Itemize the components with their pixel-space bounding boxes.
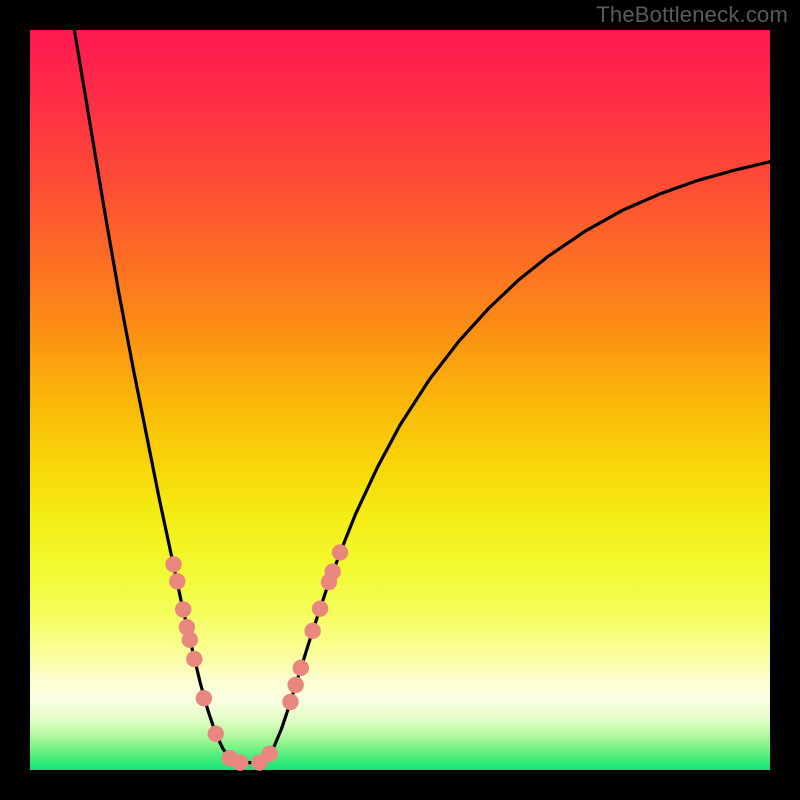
data-marker (293, 660, 309, 676)
chart-root: TheBottleneck.com (0, 0, 800, 800)
data-marker (186, 651, 202, 667)
data-marker (332, 544, 348, 560)
data-marker (175, 601, 191, 617)
data-marker (196, 690, 212, 706)
data-marker (312, 600, 328, 616)
data-marker (182, 632, 198, 648)
data-marker (324, 563, 340, 579)
data-marker (287, 677, 303, 693)
data-marker (232, 754, 248, 770)
data-marker (282, 694, 298, 710)
data-marker (169, 573, 185, 589)
data-marker (208, 726, 224, 742)
data-marker (165, 556, 181, 572)
watermark-text: TheBottleneck.com (596, 2, 788, 28)
data-marker (262, 746, 278, 762)
chart-svg (0, 0, 800, 800)
data-marker (304, 623, 320, 639)
